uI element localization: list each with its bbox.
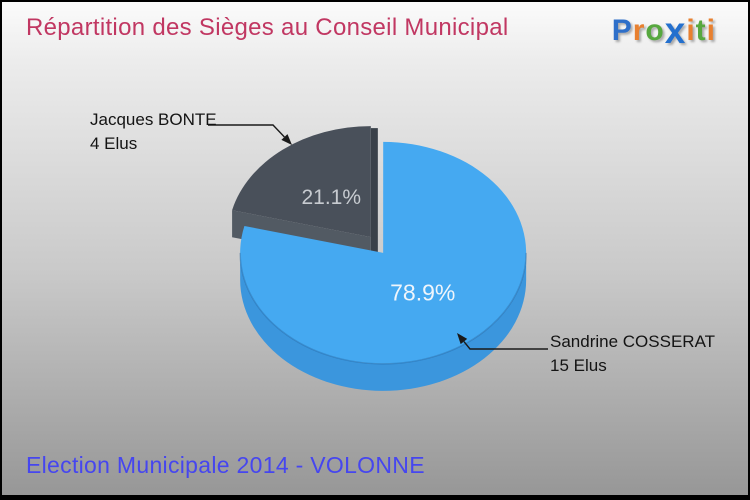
proxiti-logo: Proxiti xyxy=(612,10,716,52)
logo-letter: i xyxy=(706,14,716,47)
logo-letter: i xyxy=(686,14,696,47)
callout-sandrine-cosserat: Sandrine COSSERAT 15 Elus xyxy=(550,330,715,378)
callout-jacques-seats: 4 Elus xyxy=(90,134,138,153)
logo-letter: r xyxy=(632,14,646,47)
callout-jacques-bonte: Jacques BONTE 4 Elus xyxy=(90,108,217,156)
arrow-to-sandrine-slice-head xyxy=(457,333,468,345)
percent-label-sandrine: 78.9% xyxy=(390,279,455,305)
percent-label-jacques: 21.1% xyxy=(301,186,361,209)
pie-slice-sandrine-cosserat xyxy=(240,141,527,364)
blue-slice-edge-line xyxy=(239,252,527,365)
pie-slice-jacques-bonte xyxy=(232,126,371,238)
arrow-to-sandrine-slice xyxy=(463,341,548,350)
logo-letter: o xyxy=(645,14,665,47)
callout-sandrine-name: Sandrine COSSERAT xyxy=(550,332,716,351)
blue-slice-side-wall xyxy=(240,252,527,391)
callout-sandrine-seats: 15 Elus xyxy=(550,356,607,375)
callout-jacques-name: Jacques BONTE xyxy=(90,110,217,129)
logo-letter: x xyxy=(664,10,687,51)
election-subtitle: Election Municipale 2014 - VOLONNE xyxy=(26,452,425,478)
arrow-to-jacques-slice xyxy=(208,124,285,138)
arrow-to-jacques-slice-head xyxy=(281,134,292,145)
gray-slice-cut-wall xyxy=(370,128,378,263)
logo-letter: t xyxy=(695,14,707,47)
logo-letter: P xyxy=(611,14,633,47)
page-title: Répartition des Sièges au Conseil Munici… xyxy=(26,14,509,41)
